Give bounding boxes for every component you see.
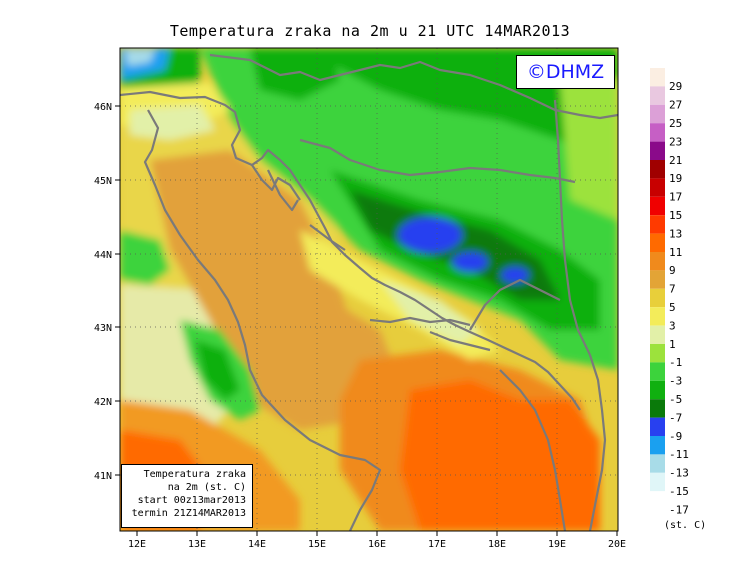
x-tick-label: 20E	[608, 539, 626, 550]
legend-label: -3	[669, 375, 682, 388]
legend-label: 9	[669, 264, 676, 277]
x-tick-label: 19E	[548, 539, 566, 550]
legend-swatch	[650, 123, 665, 142]
legend-label: 23	[669, 135, 682, 148]
legend-label: 7	[669, 283, 676, 296]
legend-label: 11	[669, 246, 682, 259]
info-line-variable: Temperatura zraka	[143, 469, 246, 480]
temperature-field	[120, 48, 618, 531]
legend-label: 29	[669, 80, 682, 93]
legend-label: -5	[669, 393, 682, 406]
y-axis: 46N 45N 44N 43N 42N 41N	[94, 102, 120, 482]
legend-swatch	[650, 178, 665, 197]
legend-swatch	[650, 252, 665, 271]
legend-label: -9	[669, 430, 682, 443]
legend-swatch	[650, 307, 665, 326]
legend-label: 21	[669, 154, 682, 167]
legend-swatch	[650, 288, 665, 308]
legend-swatch	[650, 344, 665, 363]
legend-label: 27	[669, 99, 682, 112]
legend-swatch	[650, 233, 665, 252]
x-tick-label: 18E	[488, 539, 506, 550]
legend-label: -1	[669, 356, 682, 369]
legend-label: 13	[669, 227, 682, 240]
copyright-label: ©DHMZ	[516, 55, 615, 89]
legend-swatch	[650, 380, 665, 400]
legend-label: -17	[669, 503, 689, 516]
legend-swatch	[650, 399, 665, 418]
legend-swatch	[650, 472, 665, 492]
legend-swatch	[650, 362, 665, 381]
plot-frame	[119, 47, 619, 532]
legend-swatch	[650, 270, 665, 289]
graticule	[120, 48, 618, 531]
legend-swatch	[650, 196, 665, 216]
legend-swatch	[650, 491, 665, 510]
legend-label: -15	[669, 485, 689, 498]
x-tick-label: 14E	[248, 539, 266, 550]
legend-label: 17	[669, 191, 682, 204]
y-tick-label: 45N	[94, 176, 112, 187]
legend-swatch	[650, 141, 665, 160]
info-box: Temperatura zraka na 2m (st. C) start 00…	[121, 464, 253, 528]
info-line-termin: termin 21Z14MAR2013	[131, 508, 246, 519]
legend-label: 15	[669, 209, 682, 222]
x-tick-label: 17E	[428, 539, 446, 550]
legend-swatch	[650, 417, 665, 436]
legend-units: (st. C)	[664, 520, 707, 531]
map-title: Temperatura zraka na 2m u 21 UTC 14MAR20…	[169, 22, 571, 40]
info-line-start: start 00z13mar2013	[137, 495, 246, 506]
legend-label: 5	[669, 301, 676, 314]
y-tick-label: 46N	[94, 102, 112, 113]
y-tick-label: 41N	[94, 471, 112, 482]
legend-label: 25	[669, 117, 682, 130]
legend-swatch	[650, 454, 665, 473]
info-line-units: na 2m (st. C)	[167, 482, 246, 493]
coastline	[120, 53, 618, 531]
legend-label: -13	[669, 467, 689, 480]
legend-swatch	[650, 86, 665, 105]
color-legend: 29 27 25 23 21 19 17 15 13 11 9 7 5 3 1 -1 -3 -5 -7 -9 -11 -1…	[650, 68, 689, 516]
legend-label: 1	[669, 338, 676, 351]
x-axis: 12E 13E 14E 15E 16E 17E 18E 19E 20E	[128, 531, 626, 550]
legend-label: 19	[669, 172, 682, 185]
legend-swatch	[650, 160, 665, 179]
legend-swatch	[650, 436, 665, 455]
legend-label: 3	[669, 319, 676, 332]
legend-swatch	[650, 215, 665, 234]
x-tick-label: 13E	[188, 539, 206, 550]
x-tick-label: 16E	[368, 539, 386, 550]
x-tick-label: 12E	[128, 539, 146, 550]
legend-swatch	[650, 325, 665, 344]
y-tick-label: 42N	[94, 397, 112, 408]
legend-swatch	[650, 68, 665, 87]
y-tick-label: 44N	[94, 250, 112, 261]
legend-label: -7	[669, 411, 682, 424]
y-tick-label: 43N	[94, 323, 112, 334]
x-tick-label: 15E	[308, 539, 326, 550]
legend-label: -11	[669, 448, 689, 461]
legend-swatch	[650, 104, 665, 124]
